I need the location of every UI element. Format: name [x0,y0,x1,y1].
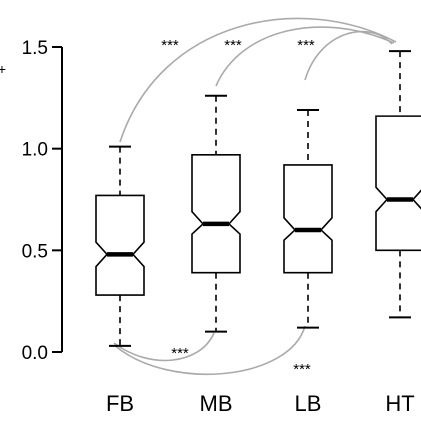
y-tick-label: 1.5 [22,38,48,59]
significance-label: *** [161,37,179,54]
y-axis-label: + [0,61,6,77]
notched-box [191,153,241,274]
y-tick-label: 0.0 [22,343,48,364]
x-category-label: MB [200,391,233,416]
box-ht [375,50,421,319]
y-axis: 0.0 0.5 1.0 1.5 + [0,38,63,364]
x-category-label: HT [385,391,414,416]
notched-box [283,164,333,274]
bracket-lb-ht [304,30,393,81]
box-fb [95,145,145,347]
notched-box [375,115,421,252]
significance-label: *** [224,37,242,54]
category-labels: FB MB LB HT [106,391,415,416]
significance-label: *** [293,361,311,378]
box-lb [283,109,333,329]
significance-label: *** [297,37,315,54]
box-mb [191,94,241,333]
significance-brackets: *** *** *** *** *** [113,17,397,378]
bracket-fb-mb [113,332,215,362]
significance-label: *** [171,345,189,362]
notched-box [95,194,145,296]
bracket-fb-ht [119,17,397,143]
bracket-mb-ht [215,26,395,87]
boxes [95,50,421,347]
bracket-fb-lb [113,325,306,376]
y-tick-label: 1.0 [22,140,48,161]
x-category-label: LB [295,391,322,416]
y-tick-label: 0.5 [22,241,48,262]
x-category-label: FB [106,391,134,416]
